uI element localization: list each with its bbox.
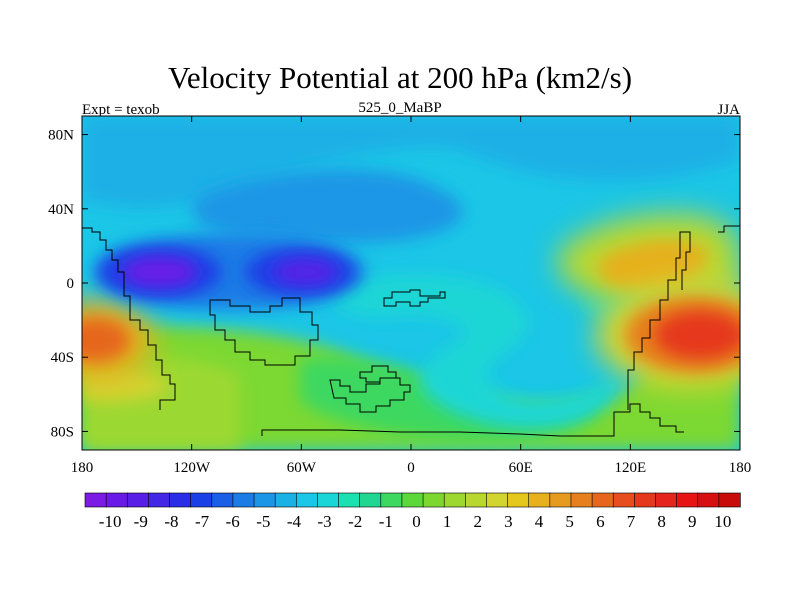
x-tick-label: 60E [509, 460, 533, 476]
field-cpac-red [82, 318, 130, 362]
x-tick-label: 120W [173, 460, 211, 476]
colorbar-swatch [570, 492, 593, 508]
x-tick-label: 120E [614, 460, 646, 476]
coast-africa-north [383, 289, 446, 307]
colorbar: -10 -9 -8 -7 -6 -5 -4 -3 -2 -1 0 1 2 3 4 5 6 7 8 9 10 [84, 492, 741, 531]
colorbar-label: 8 [657, 512, 666, 531]
colorbar-label: -6 [226, 512, 240, 531]
colorbar-label: 7 [627, 512, 636, 531]
colorbar-swatch [401, 492, 424, 508]
colorbar-label: 5 [565, 512, 574, 531]
colorbar-swatch [105, 492, 128, 508]
colorbar-swatch [507, 492, 530, 508]
x-tick-label: 0 [407, 460, 415, 476]
colorbar-swatch [169, 492, 192, 508]
colorbar-swatch [549, 492, 572, 508]
coast-island [359, 365, 397, 383]
right-subtitle: JJA [717, 102, 740, 118]
y-tick-label: 0 [67, 276, 75, 292]
colorbar-label: 1 [443, 512, 452, 531]
colorbar-swatch [634, 492, 657, 508]
center-subtitle: 525_0_MaBP [358, 100, 442, 116]
x-tick-label: 60W [287, 460, 317, 476]
coast-east-asia [718, 225, 740, 233]
colorbar-label: -9 [134, 512, 148, 531]
y-tick-label: 80S [51, 424, 74, 440]
colorbar-label: -1 [379, 512, 393, 531]
colorbar-swatch [253, 492, 276, 508]
coast-antarctica [261, 403, 684, 437]
field-north-trough [192, 169, 463, 243]
x-axis: 180 120W 60W 0 60E 120E 180 [71, 116, 752, 476]
left-subtitle: Expt = texob [82, 102, 160, 118]
colorbar-swatch [676, 492, 699, 508]
coast-western-americas [82, 227, 176, 410]
field-wpac-red [655, 311, 740, 359]
colorbar-label: -7 [195, 512, 210, 531]
field-min-west [122, 257, 198, 287]
colorbar-label: -3 [318, 512, 332, 531]
field-central-tongue [330, 274, 640, 429]
colorbar-label: 3 [504, 512, 513, 531]
x-tick-label: 180 [729, 460, 752, 476]
colorbar-swatch [718, 492, 741, 508]
colorbar-swatch [232, 492, 255, 508]
colorbar-label: 0 [412, 512, 421, 531]
coast-southern-africa [329, 377, 411, 413]
y-tick-label: 80N [48, 128, 74, 144]
colorbar-swatch [338, 492, 361, 508]
colorbar-swatch [380, 492, 403, 508]
colorbar-label: 10 [714, 512, 731, 531]
colorbar-swatch [422, 492, 445, 508]
colorbar-label: 6 [596, 512, 605, 531]
colorbar-swatch [612, 492, 636, 508]
y-tick-label: 40N [48, 202, 74, 218]
field-min-east [273, 259, 337, 285]
colorbar-swatch [443, 492, 467, 508]
colorbar-swatch [84, 492, 107, 508]
y-tick-label: 40S [51, 350, 74, 366]
colorbar-swatch [126, 492, 150, 508]
colorbar-label: 2 [474, 512, 483, 531]
field-north-band [82, 116, 740, 208]
y-axis: 80N 40N 0 40S 80S [48, 128, 740, 440]
colorbar-label: 4 [535, 512, 544, 531]
colorbar-swatch [465, 492, 488, 508]
colorbar-label: -5 [256, 512, 270, 531]
colorbar-swatch [190, 492, 213, 508]
plot-title: Velocity Potential at 200 hPa (km2/s) [167, 60, 633, 95]
colorbar-swatch [486, 492, 509, 508]
x-tick-label: 180 [71, 460, 94, 476]
colorbar-swatch [359, 492, 382, 508]
continent-outlines [82, 225, 740, 437]
colorbar-swatch [148, 492, 171, 508]
colorbar-swatch [274, 492, 297, 508]
colorbar-swatch [697, 492, 720, 508]
colorbar-label: -10 [99, 512, 122, 531]
colorbar-swatch [295, 492, 319, 508]
colorbar-swatch [655, 492, 678, 508]
colorbar-label: -2 [348, 512, 362, 531]
colorbar-label: -4 [287, 512, 302, 531]
colorbar-swatch [591, 492, 614, 508]
colorbar-label: 9 [688, 512, 697, 531]
colorbar-swatch [317, 492, 340, 508]
colorbar-swatch [211, 492, 234, 508]
coast-asia-australia [627, 231, 691, 410]
colorbar-label: -8 [164, 512, 178, 531]
colorbar-swatch [528, 492, 551, 508]
map-field [82, 116, 740, 450]
coast-south-america [209, 297, 319, 366]
